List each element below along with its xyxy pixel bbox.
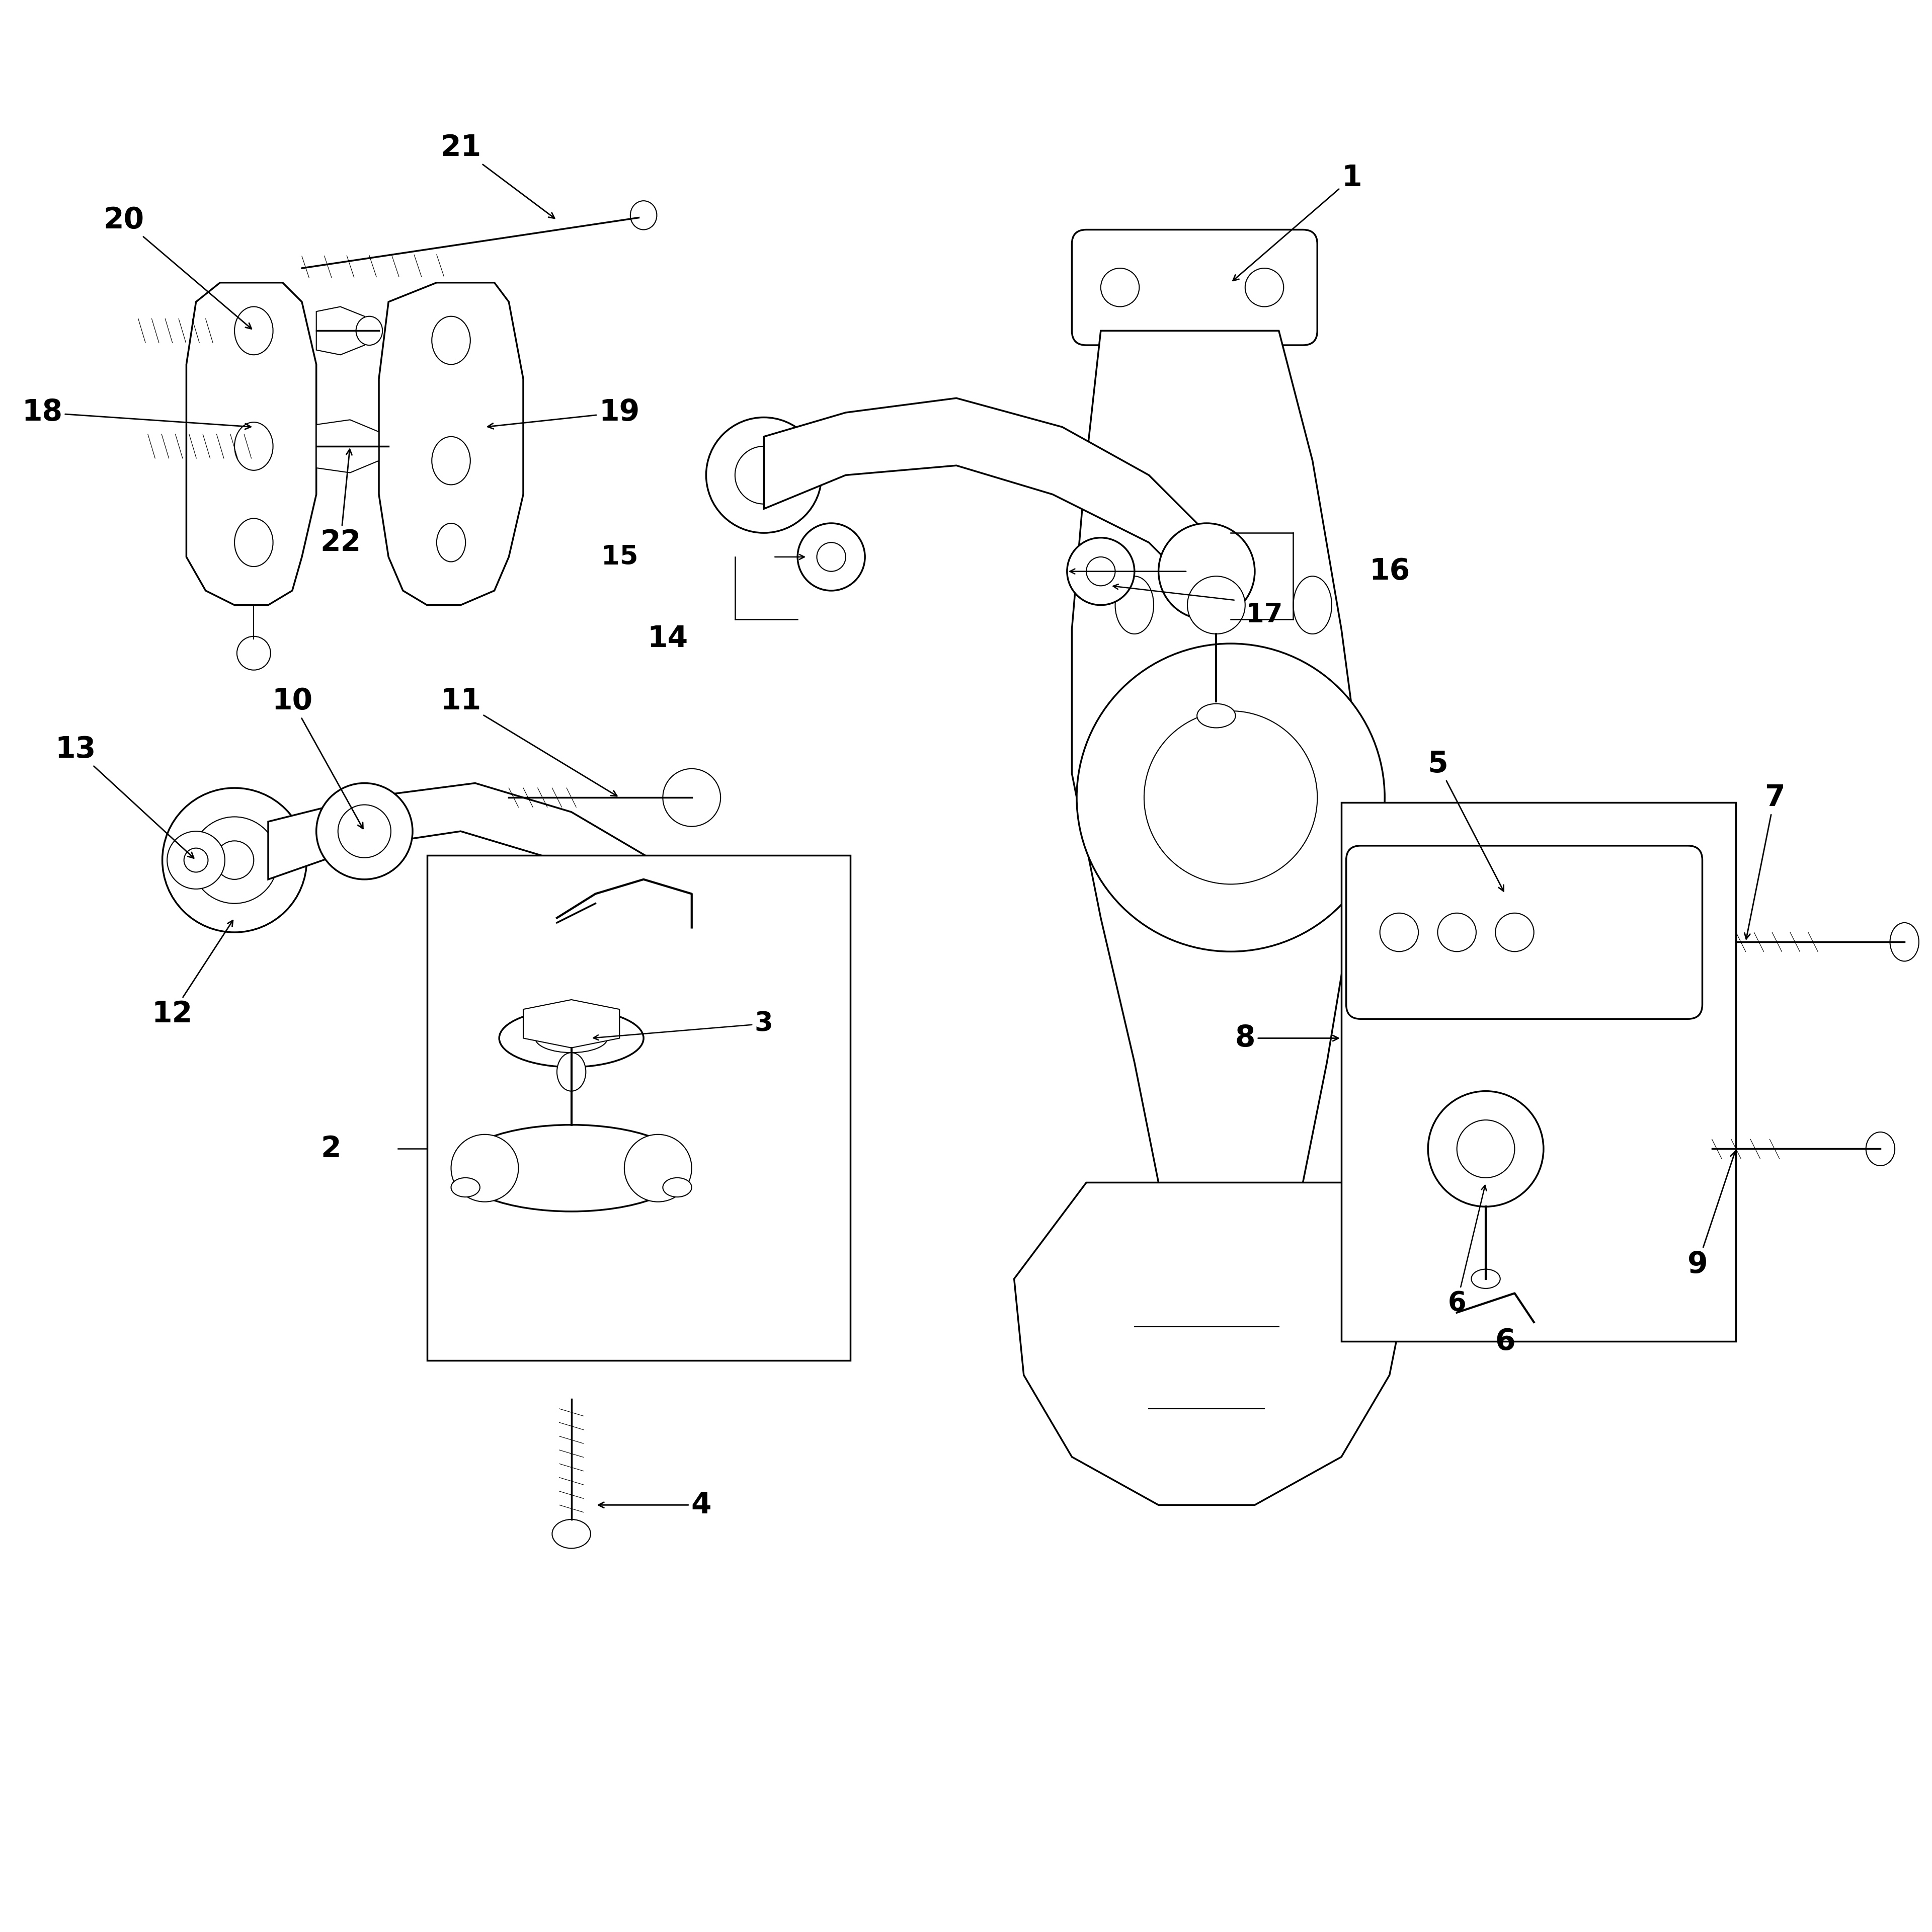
Circle shape [162, 788, 307, 933]
Circle shape [338, 806, 390, 858]
Text: 10: 10 [272, 688, 363, 829]
Circle shape [1188, 576, 1244, 634]
Circle shape [184, 848, 209, 871]
Text: 13: 13 [56, 734, 193, 858]
Circle shape [1428, 1092, 1544, 1208]
Polygon shape [1072, 330, 1360, 1231]
FancyBboxPatch shape [1347, 846, 1702, 1018]
Polygon shape [185, 282, 317, 605]
Bar [427, 856, 850, 1360]
Circle shape [740, 933, 808, 999]
Text: 15: 15 [601, 543, 638, 570]
Circle shape [317, 782, 413, 879]
Circle shape [1159, 524, 1254, 620]
Circle shape [715, 908, 831, 1024]
Polygon shape [317, 307, 365, 355]
Polygon shape [379, 282, 524, 605]
Text: 12: 12 [151, 920, 234, 1028]
Ellipse shape [556, 1053, 585, 1092]
Ellipse shape [1198, 703, 1235, 728]
Text: 6: 6 [1447, 1186, 1486, 1316]
Circle shape [817, 543, 846, 572]
Circle shape [168, 831, 224, 889]
Circle shape [663, 769, 721, 827]
Circle shape [1076, 643, 1385, 952]
Ellipse shape [433, 437, 469, 485]
Text: 8: 8 [1235, 1024, 1339, 1053]
Ellipse shape [535, 1024, 607, 1053]
Circle shape [238, 636, 270, 670]
Text: 11: 11 [440, 688, 616, 796]
Polygon shape [269, 782, 773, 1014]
Ellipse shape [234, 307, 272, 355]
Ellipse shape [456, 1124, 688, 1211]
Text: 1: 1 [1233, 164, 1362, 280]
Circle shape [734, 446, 792, 504]
Ellipse shape [355, 317, 383, 346]
Circle shape [1437, 914, 1476, 952]
Ellipse shape [1115, 576, 1153, 634]
Text: 21: 21 [440, 133, 554, 218]
Text: 6: 6 [1495, 1327, 1515, 1356]
Ellipse shape [433, 317, 469, 365]
Ellipse shape [1889, 923, 1918, 962]
Text: 22: 22 [321, 448, 361, 556]
Text: 14: 14 [647, 624, 688, 653]
Ellipse shape [1472, 1269, 1499, 1289]
Text: 20: 20 [104, 205, 251, 328]
Circle shape [1457, 1121, 1515, 1179]
Ellipse shape [630, 201, 657, 230]
Text: 18: 18 [21, 398, 251, 429]
Circle shape [705, 417, 821, 533]
Text: 19: 19 [487, 398, 639, 429]
Circle shape [1086, 556, 1115, 585]
Polygon shape [763, 398, 1217, 591]
Circle shape [798, 524, 866, 591]
Circle shape [1495, 914, 1534, 952]
Ellipse shape [234, 518, 272, 566]
Circle shape [1379, 914, 1418, 952]
Ellipse shape [663, 1179, 692, 1198]
Circle shape [1066, 537, 1134, 605]
Text: 5: 5 [1428, 750, 1503, 891]
Polygon shape [1014, 1182, 1408, 1505]
Ellipse shape [437, 524, 466, 562]
Text: 7: 7 [1745, 782, 1785, 939]
Circle shape [191, 817, 278, 904]
Ellipse shape [1293, 576, 1331, 634]
Ellipse shape [234, 423, 272, 469]
Ellipse shape [450, 1179, 479, 1198]
Text: 4: 4 [599, 1492, 711, 1519]
Text: 3: 3 [593, 1010, 773, 1039]
Polygon shape [317, 419, 379, 473]
Ellipse shape [1866, 1132, 1895, 1165]
Circle shape [1144, 711, 1318, 885]
Circle shape [1101, 269, 1140, 307]
Text: 9: 9 [1687, 1151, 1737, 1279]
Bar [1341, 802, 1737, 1341]
Ellipse shape [498, 1009, 643, 1066]
Text: 17: 17 [1246, 601, 1283, 628]
Polygon shape [524, 999, 620, 1047]
FancyBboxPatch shape [1072, 230, 1318, 346]
Circle shape [624, 1134, 692, 1202]
Circle shape [1244, 269, 1283, 307]
Text: 16: 16 [1370, 556, 1410, 585]
Text: 2: 2 [321, 1134, 340, 1163]
Ellipse shape [553, 1519, 591, 1548]
Circle shape [214, 840, 253, 879]
Circle shape [450, 1134, 518, 1202]
